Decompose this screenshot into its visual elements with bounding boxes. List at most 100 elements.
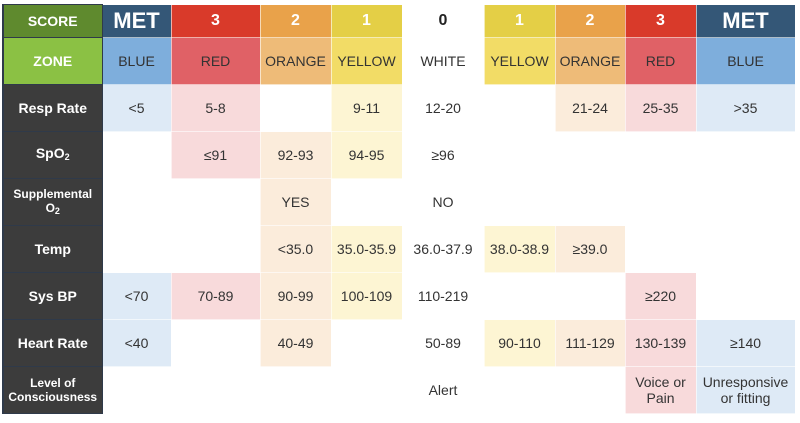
cell: 90-110 [483, 319, 556, 367]
cell: 36.0-37.9 [401, 225, 485, 273]
cell: 38.0-38.9 [483, 225, 556, 273]
row-label-heart-rate: Heart Rate [2, 319, 103, 367]
cell [483, 366, 556, 414]
zone-label: ZONE [2, 37, 103, 85]
cell [695, 131, 796, 179]
cell: <40 [101, 319, 172, 367]
cell: <5 [101, 84, 172, 132]
zone-orange-high: ORANGE [554, 37, 626, 85]
cell: ≤91 [170, 131, 261, 179]
cell: 130-139 [624, 319, 697, 367]
cell: ≥39.0 [554, 225, 626, 273]
cell: 94-95 [330, 131, 403, 179]
cell: YES [259, 178, 332, 226]
cell: 35.0-35.9 [330, 225, 403, 273]
cell [624, 131, 697, 179]
score-2-low: 2 [259, 4, 332, 38]
row-label-supplemental-o2: Supplemental O2 [2, 178, 103, 226]
cell: Unresponsive or fitting [695, 366, 796, 414]
score-3-high: 3 [624, 4, 697, 38]
table-row: Supplemental O2 YES NO [2, 178, 796, 226]
cell [330, 366, 403, 414]
cell [624, 178, 697, 226]
table-row: Temp <35.0 35.0-35.9 36.0-37.9 38.0-38.9… [2, 225, 796, 273]
row-label-spo2: SpO2 [2, 131, 103, 179]
cell: NO [401, 178, 485, 226]
cell [259, 366, 332, 414]
cell [170, 178, 261, 226]
cell: 5-8 [170, 84, 261, 132]
row-label-resp-rate: Resp Rate [2, 84, 103, 132]
cell: 25-35 [624, 84, 697, 132]
cell: 111-129 [554, 319, 626, 367]
table-row: Resp Rate <5 5-8 9-11 12-20 21-24 25-35 … [2, 84, 796, 132]
cell [101, 178, 172, 226]
zone-red-high: RED [624, 37, 697, 85]
cell: ≥220 [624, 272, 697, 320]
zone-red-low: RED [170, 37, 261, 85]
cell [695, 225, 796, 273]
zone-yellow-low: YELLOW [330, 37, 403, 85]
zone-blue-high: BLUE [695, 37, 796, 85]
met-scoring-table: SCORE MET 3 2 1 0 1 2 3 MET ZONE BLUE RE… [2, 4, 796, 414]
cell [483, 131, 556, 179]
cell [554, 272, 626, 320]
cell [330, 319, 403, 367]
cell: Voice or Pain [624, 366, 697, 414]
cell [483, 84, 556, 132]
cell [330, 178, 403, 226]
score-2-high: 2 [554, 4, 626, 38]
cell: 90-99 [259, 272, 332, 320]
cell: 9-11 [330, 84, 403, 132]
cell [554, 366, 626, 414]
row-label-temp: Temp [2, 225, 103, 273]
score-1-low: 1 [330, 4, 403, 38]
zone-orange-low: ORANGE [259, 37, 332, 85]
score-label: SCORE [2, 4, 103, 38]
cell: 50-89 [401, 319, 485, 367]
cell [554, 178, 626, 226]
zone-blue-low: BLUE [101, 37, 172, 85]
cell: >35 [695, 84, 796, 132]
cell: 21-24 [554, 84, 626, 132]
cell [170, 225, 261, 273]
zone-yellow-high: YELLOW [483, 37, 556, 85]
score-1-high: 1 [483, 4, 556, 38]
cell: <35.0 [259, 225, 332, 273]
cell: <70 [101, 272, 172, 320]
cell [170, 366, 261, 414]
score-3-low: 3 [170, 4, 261, 38]
table-row: Sys BP <70 70-89 90-99 100-109 110-219 ≥… [2, 272, 796, 320]
table-row: SpO2 ≤91 92-93 94-95 ≥96 [2, 131, 796, 179]
score-met-high: MET [695, 4, 796, 38]
cell: ≥140 [695, 319, 796, 367]
zone-row: ZONE BLUE RED ORANGE YELLOW WHITE YELLOW… [2, 37, 796, 85]
cell [624, 225, 697, 273]
cell: 100-109 [330, 272, 403, 320]
cell [695, 178, 796, 226]
cell [554, 131, 626, 179]
cell [259, 84, 332, 132]
cell [695, 272, 796, 320]
cell [483, 178, 556, 226]
cell: ≥96 [401, 131, 485, 179]
score-header-row: SCORE MET 3 2 1 0 1 2 3 MET [2, 4, 796, 38]
cell: 92-93 [259, 131, 332, 179]
cell [101, 366, 172, 414]
score-met-low: MET [101, 4, 172, 38]
cell [170, 319, 261, 367]
cell: 110-219 [401, 272, 485, 320]
zone-white: WHITE [401, 37, 485, 85]
cell [483, 272, 556, 320]
cell: 40-49 [259, 319, 332, 367]
cell: 70-89 [170, 272, 261, 320]
row-label-sys-bp: Sys BP [2, 272, 103, 320]
row-label-level-of-consciousness: Level of Consciousness [2, 366, 103, 414]
table-row: Heart Rate <40 40-49 50-89 90-110 111-12… [2, 319, 796, 367]
cell: Alert [401, 366, 485, 414]
table-row: Level of Consciousness Alert Voice or Pai… [2, 366, 796, 414]
score-0: 0 [401, 4, 485, 38]
cell: 12-20 [401, 84, 485, 132]
cell [101, 131, 172, 179]
cell [101, 225, 172, 273]
